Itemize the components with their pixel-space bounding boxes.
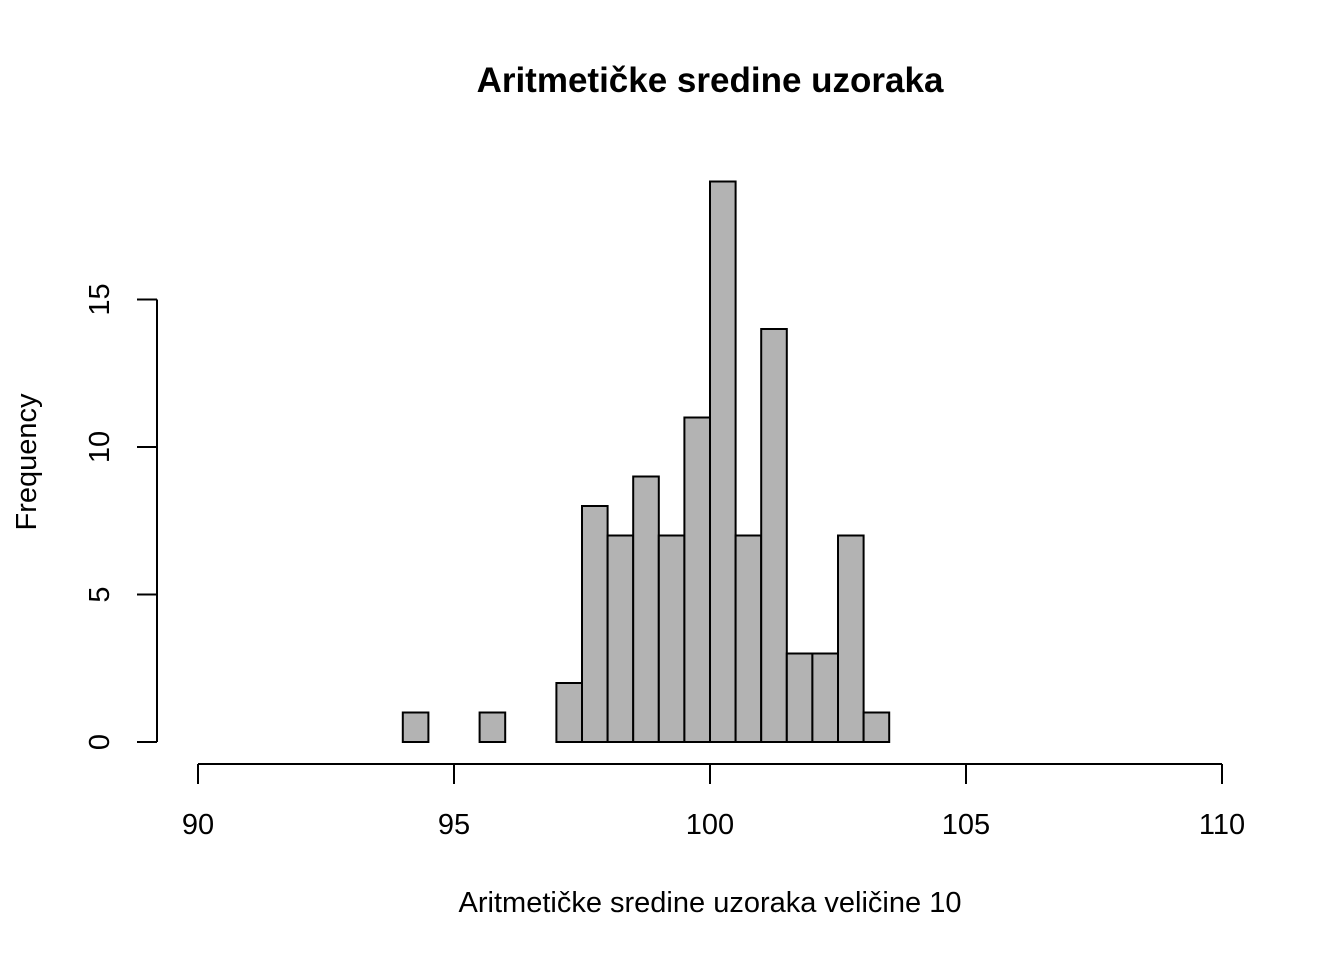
y-axis: 0 5 10 15 bbox=[84, 283, 158, 750]
chart-title: Aritmetičke sredine uzoraka bbox=[477, 61, 944, 100]
histogram-bar bbox=[478, 711, 507, 743]
x-tick-label: 100 bbox=[686, 809, 734, 841]
histogram-bar bbox=[657, 534, 686, 743]
y-tick-label: 15 bbox=[84, 283, 116, 315]
x-tick-label: 110 bbox=[1199, 809, 1245, 841]
x-axis-label: Aritmetičke sredine uzoraka veličine 10 bbox=[459, 887, 962, 919]
y-tick-label: 0 bbox=[84, 734, 116, 750]
histogram-bar bbox=[862, 711, 891, 743]
histogram-bar bbox=[581, 505, 609, 743]
histogram-bar bbox=[401, 711, 430, 743]
histogram-bar bbox=[785, 652, 814, 743]
histogram-bar bbox=[632, 475, 660, 743]
histogram-bar bbox=[683, 416, 712, 743]
y-axis-label: Frequency bbox=[11, 393, 43, 531]
bars-group bbox=[401, 180, 891, 743]
histogram-bar bbox=[734, 534, 763, 743]
histogram-bar bbox=[760, 328, 788, 743]
histogram-bar bbox=[837, 534, 865, 743]
histogram-bar bbox=[811, 652, 840, 743]
histogram-bar bbox=[709, 180, 737, 743]
x-tick-label: 105 bbox=[942, 809, 990, 841]
histogram-bar bbox=[606, 534, 635, 743]
x-axis: 90 95 100 105 110 bbox=[182, 763, 1245, 841]
y-tick-label: 5 bbox=[84, 586, 116, 602]
x-tick-label: 90 bbox=[182, 809, 214, 841]
histogram-bar bbox=[555, 682, 584, 743]
y-tick-label: 10 bbox=[84, 431, 116, 463]
x-tick-label: 95 bbox=[438, 809, 470, 841]
